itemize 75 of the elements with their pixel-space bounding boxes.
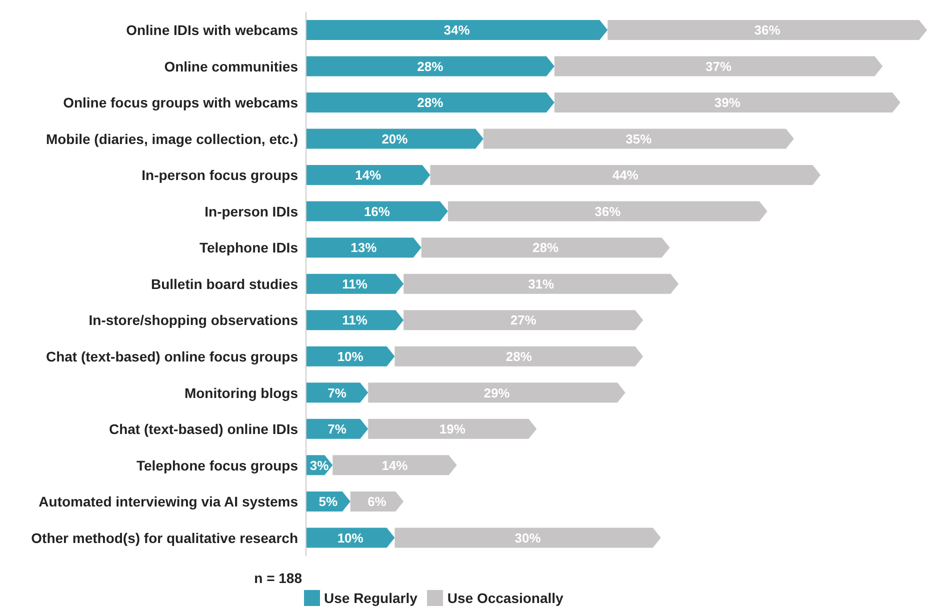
data-label: 3% [310,458,330,473]
bar [404,310,644,330]
bar [306,310,404,330]
data-label: 28% [417,95,444,110]
data-label: 31% [528,276,555,292]
y-tick-label: Online communities [164,58,298,74]
bar [306,92,554,113]
y-tick-label: Online IDIs with webcams [126,22,298,38]
y-tick-label: Other method(s) for qualitative research [31,530,298,546]
bar [554,56,883,76]
y-tick-label: Telephone IDIs [199,240,298,256]
data-label: 11% [342,276,368,292]
data-label: 10% [337,348,364,364]
bar [306,528,395,548]
bar [332,455,457,476]
y-tick-label: In-person focus groups [142,167,298,184]
bar [394,528,661,548]
data-label: 19% [439,422,466,437]
bar [306,346,395,366]
data-label: 36% [594,204,622,219]
y-tick-label: Monitoring blogs [184,384,298,401]
bar [306,418,368,439]
bar [306,238,422,258]
bar [483,128,794,149]
bar [448,201,768,222]
data-label: 28% [532,240,559,256]
data-label: 7% [328,385,347,400]
y-tick-label: Bulletin board studies [150,276,298,292]
y-tick-label: In-store/shopping observations [88,312,298,328]
legend-label: Use Occasionally [446,590,564,606]
bar [394,346,644,366]
data-label: 36% [754,22,781,38]
data-label: 14% [355,168,382,183]
data-label: 34% [444,22,470,38]
bar [368,418,537,439]
data-label: 27% [510,312,537,328]
data-label: 14% [382,458,408,473]
data-label: 5% [318,494,338,510]
bar [608,20,927,40]
data-label: 13% [350,240,378,256]
y-tick-label: Telephone focus groups [136,457,298,474]
bar [368,382,626,403]
bar [306,382,368,403]
y-tick-label: Chat (text-based) online IDIs [108,421,298,438]
y-tick-label: Mobile (diaries, image collection, etc.) [46,130,298,147]
y-tick-label: Automated interviewing via AI systems [38,494,298,510]
bar [404,274,679,294]
data-label: 20% [382,131,408,146]
bar [421,238,670,258]
bar [554,92,900,113]
data-label: 11% [342,312,368,328]
bar [306,201,448,222]
data-label: 30% [514,530,542,546]
data-label: 39% [714,95,741,110]
data-label: 28% [417,58,444,74]
bar [306,20,608,40]
bar [306,274,404,294]
bar [306,128,484,149]
bar [430,165,821,186]
data-label: 37% [706,58,732,74]
y-tick-label: Online focus groups with webcams [63,94,298,111]
text: n = 188 [254,570,302,586]
data-label: 35% [626,131,652,146]
data-label: 6% [368,494,387,510]
bar [306,56,554,76]
bar [306,165,430,186]
data-label: 16% [364,204,390,219]
data-label: 10% [337,530,364,546]
legend-label: Use Regularly [323,590,418,606]
data-label: 28% [506,348,532,364]
y-tick-label: Chat (text-based) online focus groups [46,348,298,365]
y-tick-label: In-person IDIs [204,203,298,220]
data-label: 29% [484,385,510,400]
data-label: 7% [328,422,347,437]
data-label: 44% [612,168,639,183]
